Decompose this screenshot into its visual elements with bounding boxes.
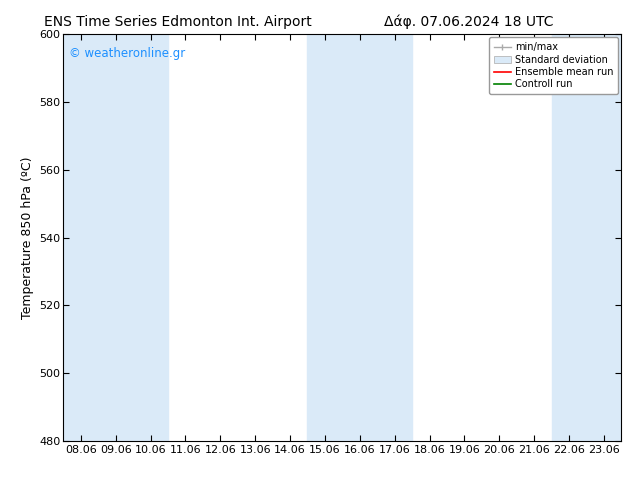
Text: © weatheronline.gr: © weatheronline.gr — [69, 47, 185, 59]
Text: ENS Time Series Edmonton Int. Airport: ENS Time Series Edmonton Int. Airport — [44, 15, 311, 29]
Text: Δάφ. 07.06.2024 18 UTC: Δάφ. 07.06.2024 18 UTC — [384, 15, 554, 29]
Bar — [307, 34, 412, 441]
Bar — [552, 34, 621, 441]
Bar — [63, 34, 168, 441]
Legend: min/max, Standard deviation, Ensemble mean run, Controll run: min/max, Standard deviation, Ensemble me… — [489, 37, 618, 94]
Y-axis label: Temperature 850 hPa (ºC): Temperature 850 hPa (ºC) — [21, 156, 34, 319]
